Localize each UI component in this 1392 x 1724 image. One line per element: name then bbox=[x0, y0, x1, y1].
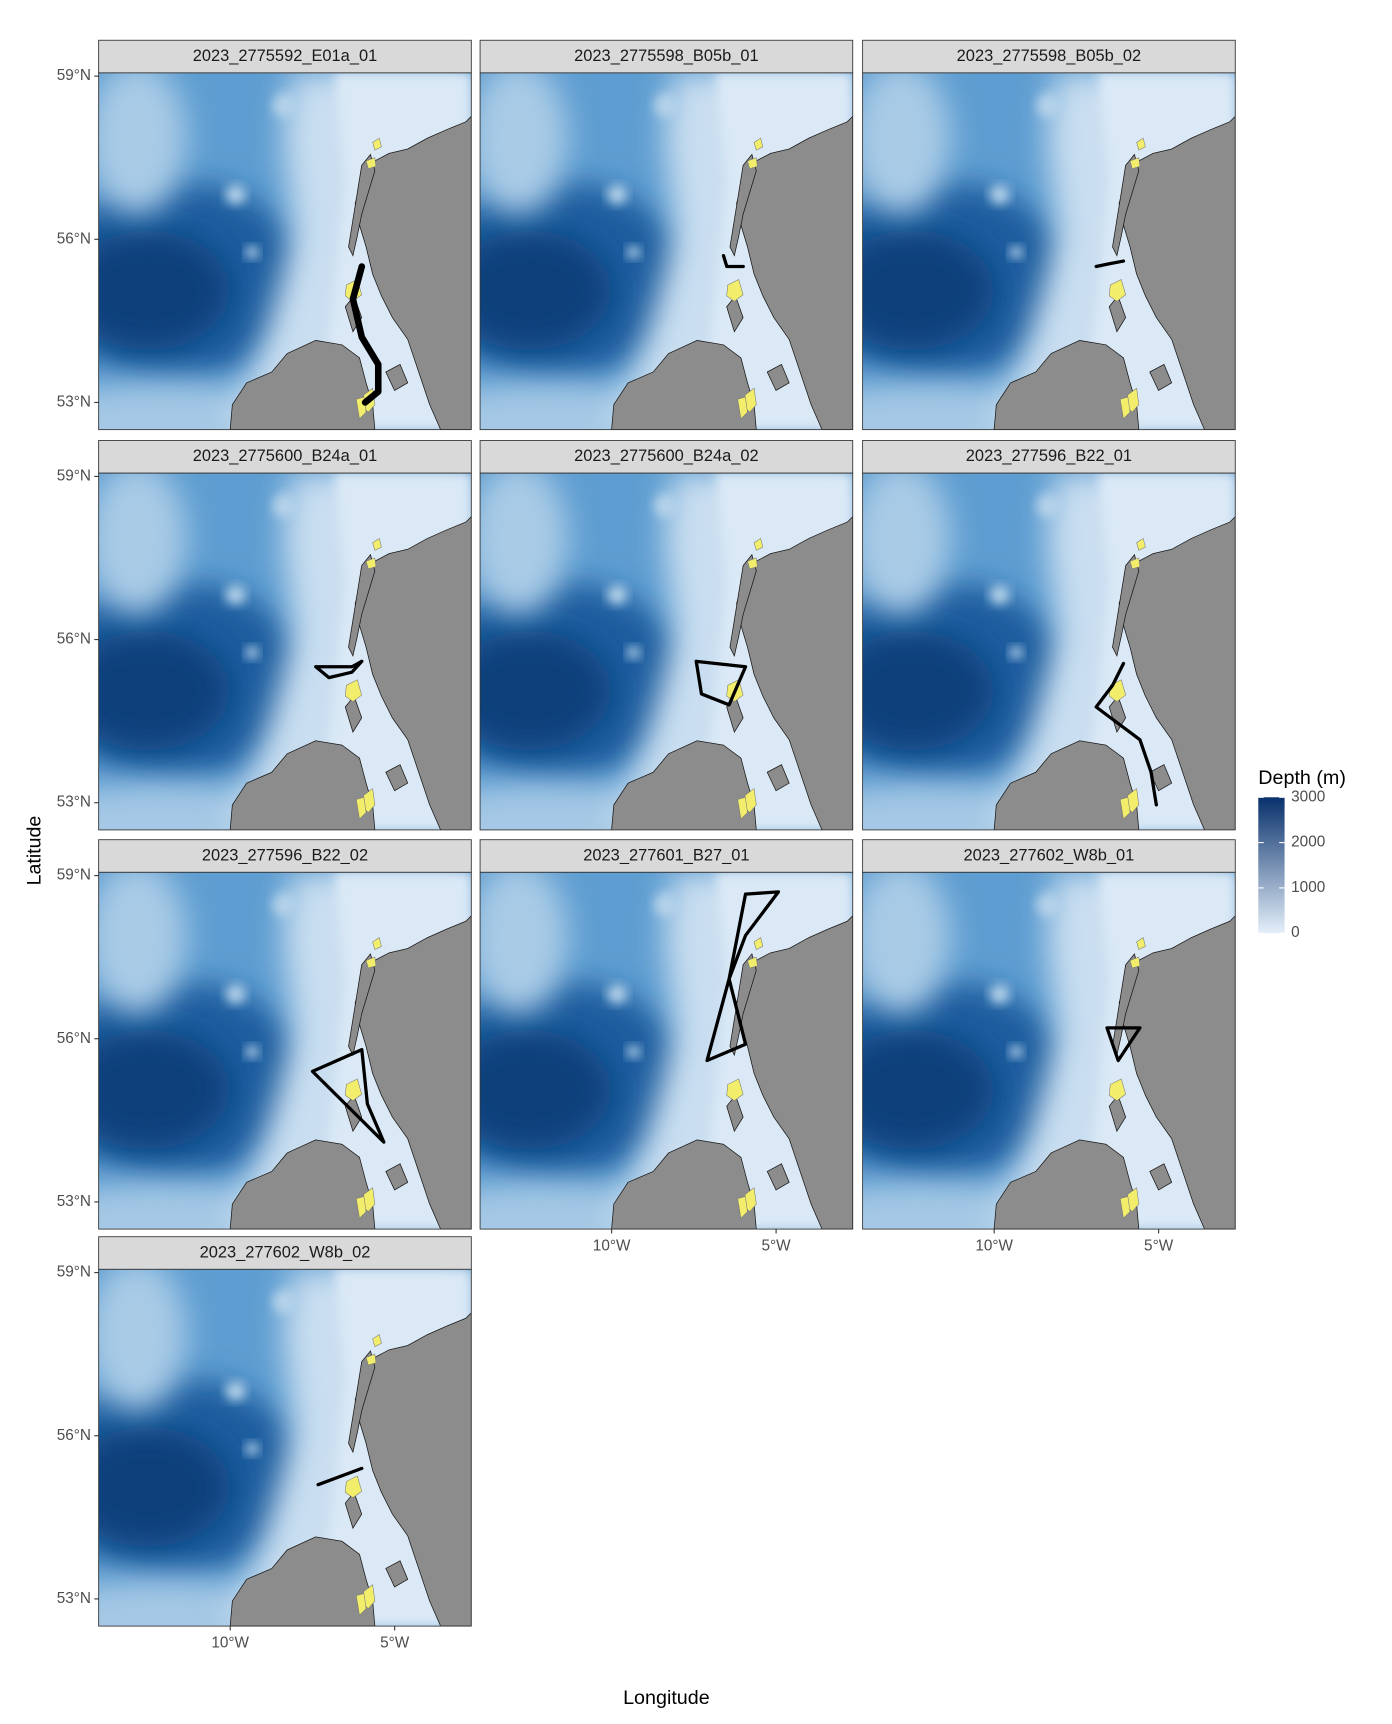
panel-border bbox=[862, 72, 1236, 431]
legend-label: 0 bbox=[1291, 924, 1300, 941]
y-axis-title: Latitude bbox=[23, 816, 45, 886]
legend-label: 3000 bbox=[1291, 788, 1325, 805]
strip bbox=[98, 39, 472, 74]
track bbox=[316, 1466, 364, 1487]
strip-title: 2023_2775598_B05b_01 bbox=[574, 47, 758, 65]
strip-title: 2023_2775598_B05b_02 bbox=[957, 47, 1141, 65]
panel-border bbox=[98, 72, 472, 431]
strip-title: 2023_277601_B27_01 bbox=[583, 846, 749, 864]
y-tick-label: 56°N bbox=[57, 1030, 91, 1047]
y-tick-label: 53°N bbox=[57, 794, 91, 811]
track bbox=[1094, 661, 1158, 807]
facet: 2023_2775592_E01a_01 53°N 56°N 59°N bbox=[11, 39, 472, 481]
x-axis-title: Longitude bbox=[623, 1687, 710, 1709]
y-tick-label: 59°N bbox=[57, 1264, 91, 1281]
basemap bbox=[11, 1258, 471, 1677]
panel-border bbox=[479, 72, 854, 431]
basemap bbox=[11, 462, 471, 881]
basemap bbox=[11, 62, 471, 481]
facet: 2023_277596_B22_02 53°N 56°N 59°N bbox=[11, 839, 472, 1281]
facet: 2023_2775600_B24a_02 bbox=[392, 440, 854, 882]
panel-border bbox=[98, 1268, 472, 1627]
facet: 2023_277601_B27_01 10°W 5°W bbox=[392, 839, 854, 1281]
strip-title: 2023_277596_B22_01 bbox=[966, 447, 1132, 465]
x-tick-label: 5°W bbox=[1144, 1238, 1174, 1255]
y-tick-label: 53°N bbox=[57, 1590, 91, 1607]
strip-title: 2023_277602_W8b_02 bbox=[200, 1243, 371, 1261]
x-tick-label: 5°W bbox=[762, 1238, 792, 1255]
strip bbox=[479, 440, 854, 474]
y-tick-label: 59°N bbox=[57, 467, 91, 484]
y-tick-label: 59°N bbox=[57, 67, 91, 84]
facet: 2023_2775598_B05b_02 bbox=[775, 39, 1236, 481]
legend-label: 2000 bbox=[1291, 834, 1325, 851]
panel-border bbox=[98, 472, 472, 831]
strip bbox=[98, 1236, 472, 1270]
panel-border bbox=[98, 871, 472, 1230]
strip-title: 2023_2775600_B24a_02 bbox=[574, 447, 758, 465]
legend-label: 1000 bbox=[1291, 879, 1325, 896]
x-tick-label: 5°W bbox=[380, 1635, 410, 1652]
track bbox=[349, 263, 382, 406]
y-tick-label: 56°N bbox=[57, 1427, 91, 1444]
y-tick-label: 59°N bbox=[57, 867, 91, 884]
panel-border bbox=[479, 472, 854, 831]
x-tick-label: 10°W bbox=[975, 1238, 1013, 1255]
facet: 2023_2775600_B24a_01 53°N 56°N 59°N bbox=[11, 440, 472, 882]
facet: 2023_277596_B22_01 bbox=[775, 440, 1236, 882]
x-tick-label: 10°W bbox=[593, 1238, 631, 1255]
strip bbox=[862, 440, 1236, 474]
panel-border bbox=[862, 871, 1236, 1230]
facet: 2023_2775598_B05b_01 bbox=[392, 39, 854, 481]
facet: 2023_277602_W8b_02 53°N 56°N 59°N 10°W 5°W bbox=[11, 1236, 472, 1678]
track bbox=[310, 1047, 386, 1144]
y-tick-label: 53°N bbox=[57, 394, 91, 411]
y-tick-label: 56°N bbox=[57, 230, 91, 247]
strip-title: 2023_2775600_B24a_01 bbox=[193, 447, 377, 465]
strip-title: 2023_2775592_E01a_01 bbox=[193, 47, 377, 65]
panel-border bbox=[479, 871, 854, 1230]
strip-title: 2023_277596_B22_02 bbox=[202, 846, 368, 864]
basemap bbox=[11, 861, 471, 1280]
strip bbox=[862, 839, 1236, 873]
track bbox=[314, 659, 364, 680]
strip-title: 2023_277602_W8b_01 bbox=[964, 846, 1135, 864]
track bbox=[721, 253, 745, 269]
track bbox=[694, 659, 748, 707]
y-tick-label: 53°N bbox=[57, 1193, 91, 1210]
track bbox=[705, 890, 781, 1063]
panel-border bbox=[862, 472, 1236, 831]
strip bbox=[862, 39, 1236, 74]
strip bbox=[98, 839, 472, 873]
track bbox=[1094, 259, 1126, 269]
colorbar bbox=[1258, 797, 1285, 934]
track bbox=[1105, 1026, 1142, 1063]
strip bbox=[479, 839, 854, 873]
x-tick-label: 10°W bbox=[211, 1635, 249, 1652]
facet: 2023_277602_W8b_01 10°W 5°W bbox=[775, 839, 1236, 1281]
y-tick-label: 56°N bbox=[57, 631, 91, 648]
legend-title: Depth (m) bbox=[1258, 767, 1346, 789]
